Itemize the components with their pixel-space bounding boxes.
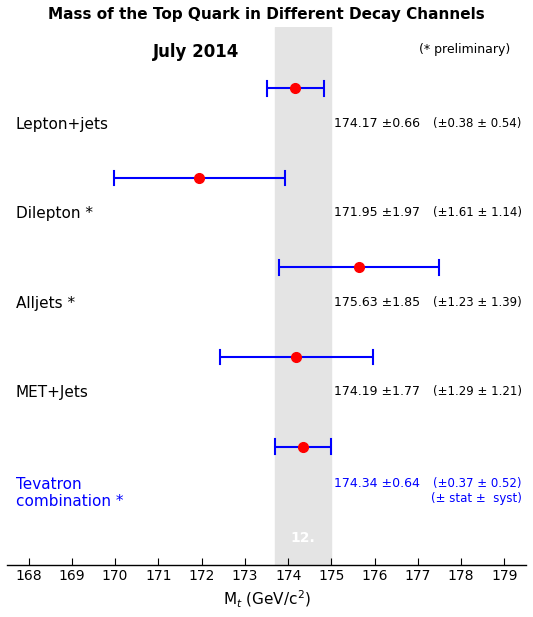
Text: (±1.23 ± 1.39): (±1.23 ± 1.39): [433, 296, 522, 309]
Text: (±0.37 ± 0.52)
(± stat ±  syst): (±0.37 ± 0.52) (± stat ± syst): [431, 477, 522, 505]
Text: Lepton+jets: Lepton+jets: [15, 117, 109, 132]
Text: 175.63 ±1.85: 175.63 ±1.85: [334, 296, 419, 309]
Bar: [275, 27, 330, 565]
Text: 12.: 12.: [290, 531, 315, 545]
Text: (* preliminary): (* preliminary): [419, 43, 511, 56]
Text: 174.19 ±1.77: 174.19 ±1.77: [334, 386, 419, 399]
Text: Dilepton *: Dilepton *: [15, 206, 93, 222]
X-axis label: M$_t$ (GeV/c$^2$): M$_t$ (GeV/c$^2$): [223, 589, 310, 610]
Text: (±0.38 ± 0.54): (±0.38 ± 0.54): [433, 117, 522, 130]
Text: (±1.61 ± 1.14): (±1.61 ± 1.14): [433, 206, 522, 220]
Text: (±1.29 ± 1.21): (±1.29 ± 1.21): [433, 386, 522, 399]
Text: Tevatron
combination *: Tevatron combination *: [15, 477, 123, 510]
Text: 174.17 ±0.66: 174.17 ±0.66: [334, 117, 419, 130]
Title: Mass of the Top Quark in Different Decay Channels: Mass of the Top Quark in Different Decay…: [48, 7, 485, 22]
Text: Alljets *: Alljets *: [15, 296, 75, 311]
Text: MET+Jets: MET+Jets: [15, 386, 88, 400]
Text: 171.95 ±1.97: 171.95 ±1.97: [334, 206, 419, 220]
Text: 174.34 ±0.64: 174.34 ±0.64: [334, 477, 419, 490]
Text: July 2014: July 2014: [153, 43, 240, 62]
